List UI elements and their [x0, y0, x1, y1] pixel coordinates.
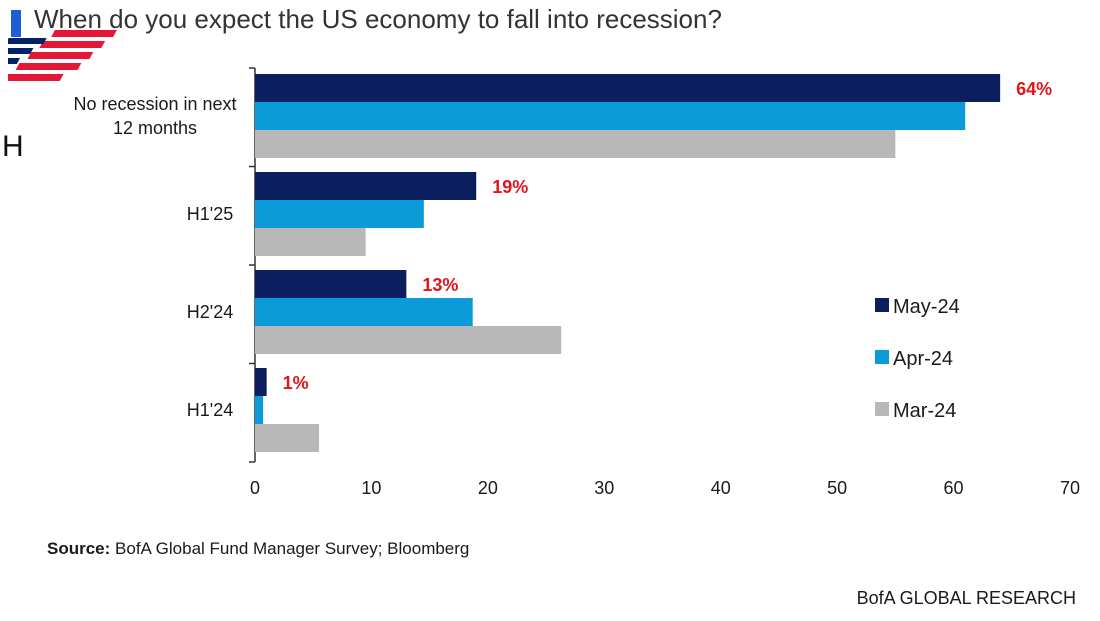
legend-swatch-apr-24: [875, 350, 889, 364]
data-label: 19%: [492, 177, 528, 197]
category-label: H2'24: [187, 302, 233, 322]
data-label: 13%: [422, 275, 458, 295]
source-label: Source:: [47, 539, 111, 558]
bar-apr-24: [255, 298, 473, 326]
legend-label: Apr-24: [893, 348, 953, 370]
bar-mar-24: [255, 424, 320, 452]
category-label: No recession in next: [73, 94, 236, 114]
stray-letter: H: [2, 130, 24, 163]
bar-apr-24: [255, 200, 424, 228]
brand-footer: BofA GLOBAL RESEARCH: [856, 588, 1076, 608]
x-tick-label: 40: [711, 478, 731, 498]
x-tick-label: 20: [478, 478, 498, 498]
bar-mar-24: [255, 326, 562, 354]
x-tick-label: 70: [1060, 478, 1080, 498]
category-label: H1'25: [187, 204, 233, 224]
source-note: Source: BofA Global Fund Manager Survey;…: [47, 539, 469, 559]
legend-swatch-may-24: [875, 298, 889, 312]
bar-may-24: [255, 270, 407, 298]
bar-may-24: [255, 172, 477, 200]
category-label: H1'24: [187, 400, 233, 420]
x-tick-label: 60: [944, 478, 964, 498]
x-tick-label: 30: [594, 478, 614, 498]
data-label: 1%: [283, 373, 309, 393]
bar-apr-24: [255, 396, 264, 424]
source-text: BofA Global Fund Manager Survey; Bloombe…: [110, 539, 470, 558]
x-tick-label: 0: [250, 478, 260, 498]
bar-may-24: [255, 368, 267, 396]
legend-label: May-24: [893, 296, 960, 318]
legend-swatch-mar-24: [875, 402, 889, 416]
bar-apr-24: [255, 102, 966, 130]
x-tick-label: 50: [827, 478, 847, 498]
data-label: 64%: [1016, 79, 1052, 99]
title-accent-bar: [11, 10, 21, 37]
bar-mar-24: [255, 228, 366, 256]
bar-mar-24: [255, 130, 896, 158]
bar-may-24: [255, 74, 1001, 102]
category-label: 12 months: [113, 118, 197, 138]
x-tick-label: 10: [361, 478, 381, 498]
chart-title: When do you expect the US economy to fal…: [34, 4, 722, 34]
legend-label: Mar-24: [893, 400, 956, 422]
